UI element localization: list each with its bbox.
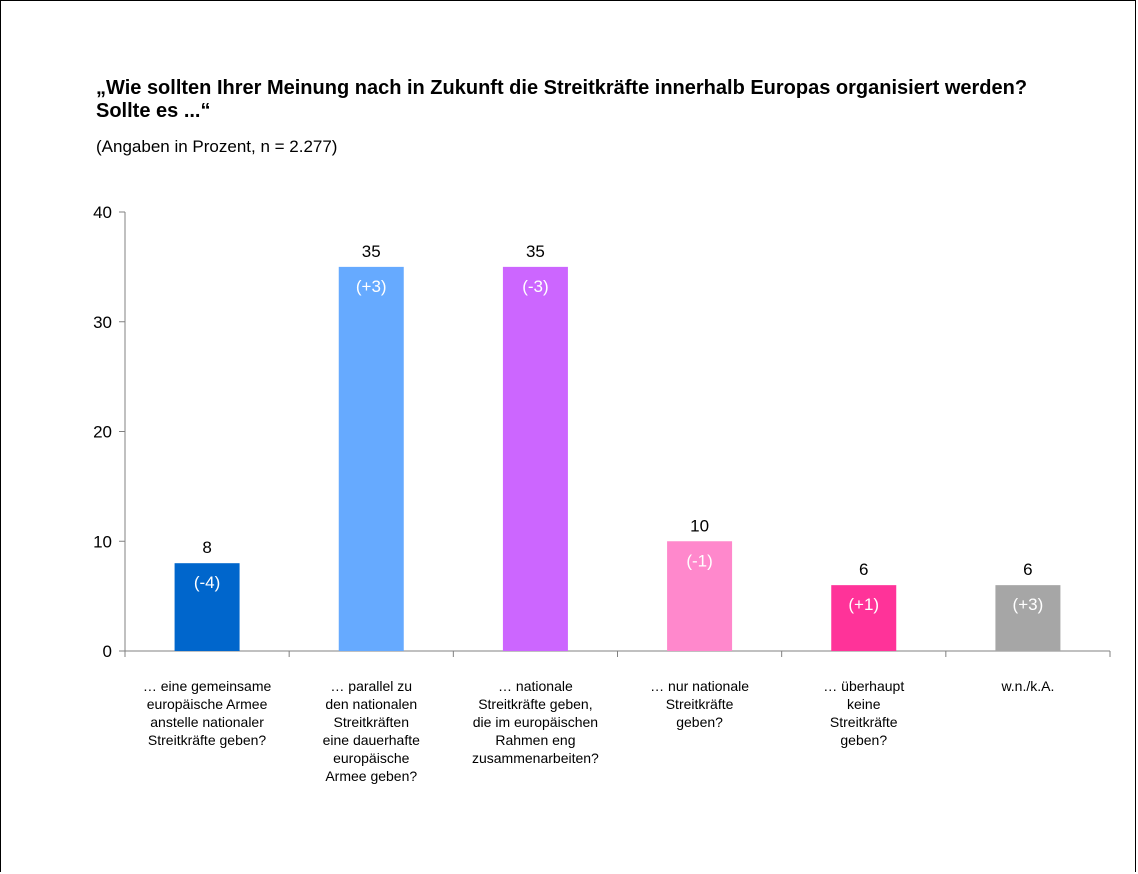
- category-label: … überhaupt keine Streitkräfte geben?: [823, 678, 904, 748]
- category-label-line: europäische Armee: [147, 696, 268, 712]
- y-tick-label: 40: [93, 203, 112, 222]
- data-label: 8: [202, 538, 211, 557]
- labels: 8 (-4) … eine gemeinsame europäische Armee a…: [143, 242, 1054, 784]
- category-label-line: … überhaupt: [823, 678, 904, 694]
- category-label-line: … eine gemeinsame: [143, 678, 272, 694]
- category-label-line: geben?: [676, 714, 723, 730]
- category-label-line: w.n./k.A.: [1000, 678, 1054, 694]
- axes: 0 10 20 30 40: [93, 203, 1111, 661]
- category-label: … nur nationale Streitkräfte geben?: [650, 678, 749, 730]
- data-label: 35: [526, 242, 545, 261]
- category-label: … eine gemeinsame europäische Armee anstel…: [143, 678, 272, 748]
- category-label-line: … nur nationale: [650, 678, 749, 694]
- category-label-line: Streitkräften: [334, 714, 409, 730]
- category-label-line: eine dauerhafte: [323, 732, 421, 748]
- y-tick-label: 20: [93, 423, 112, 442]
- category-label-line: den nationalen: [325, 696, 417, 712]
- bars: [174, 266, 1061, 651]
- data-label: 6: [859, 560, 868, 579]
- change-label: (+3): [1013, 595, 1044, 614]
- bar: [831, 585, 897, 651]
- category-label-line: Streitkräfte geben,: [478, 696, 592, 712]
- category-label-line: Streitkräfte: [830, 714, 898, 730]
- bar: [174, 563, 240, 651]
- data-label: 6: [1023, 560, 1032, 579]
- category-label-line: europäische: [333, 750, 409, 766]
- change-label: (-1): [686, 551, 712, 570]
- bar: [502, 266, 568, 651]
- change-label: (+1): [848, 595, 879, 614]
- chart-subtitle: (Angaben in Prozent, n = 2.277): [96, 137, 338, 156]
- data-label: 10: [690, 516, 709, 535]
- category-label-line: geben?: [840, 732, 887, 748]
- category-label: … parallel zu den nationalen Streitkräften…: [323, 678, 421, 784]
- category-label-line: keine: [847, 696, 881, 712]
- bar: [667, 541, 733, 651]
- y-tick-label: 0: [103, 642, 112, 661]
- category-label-line: Streitkräfte geben?: [148, 732, 267, 748]
- y-tick-label: 30: [93, 313, 112, 332]
- category-label: … nationale Streitkräfte geben, die im eur…: [472, 678, 599, 766]
- category-label-line: Rahmen eng: [495, 732, 575, 748]
- y-tick-label: 10: [93, 532, 112, 551]
- category-label-line: die im europäischen: [473, 714, 598, 730]
- data-label: 35: [362, 242, 381, 261]
- change-label: (-3): [522, 277, 548, 296]
- category-label-line: anstelle nationaler: [150, 714, 264, 730]
- change-label: (+3): [356, 277, 387, 296]
- category-label-line: … nationale: [498, 678, 573, 694]
- bar: [995, 585, 1061, 651]
- chart-title: „Wie sollten Ihrer Meinung nach in Zukun…: [96, 77, 1028, 122]
- category-label-line: Streitkräfte: [666, 696, 734, 712]
- category-label-line: Armee geben?: [325, 768, 417, 784]
- category-label-line: … parallel zu: [330, 678, 412, 694]
- change-label: (-4): [194, 573, 220, 592]
- bar: [338, 266, 404, 651]
- category-label: w.n./k.A.: [1000, 678, 1054, 694]
- category-label-line: zusammenarbeiten?: [472, 750, 599, 766]
